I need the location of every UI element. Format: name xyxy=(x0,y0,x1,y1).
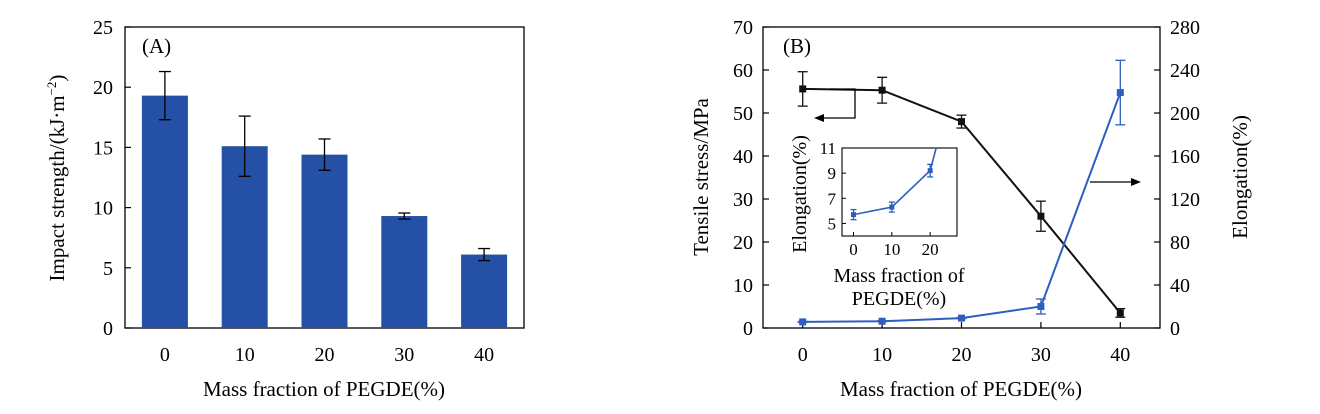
panel-a-x-tick-labels: 0 10 20 30 40 xyxy=(160,344,494,366)
panel-b-x-tick-label: 20 xyxy=(952,344,972,366)
panel-a-y-tick-label: 20 xyxy=(93,77,113,99)
panel-b-left-y-tick-label: 10 xyxy=(733,275,753,297)
panel-b-left-y-tick-label: 60 xyxy=(733,60,753,82)
panel-a-bar-30 xyxy=(381,216,428,328)
panel-a-y-tick-label: 5 xyxy=(103,258,113,280)
panel-a-y-tick-label: 25 xyxy=(93,17,113,39)
inset-frame xyxy=(841,147,958,237)
inset-x-tick-label: 20 xyxy=(922,240,939,259)
panel-b-x-tick-label: 40 xyxy=(1110,344,1130,366)
inset-y-axis-title: Elongation(%) xyxy=(789,135,811,253)
inset-y-tick-label: 5 xyxy=(828,214,837,233)
panel-b-left-y-tick-label: 20 xyxy=(733,232,753,254)
panel-b-elongation-point-10 xyxy=(878,317,886,325)
inset-point-0 xyxy=(851,212,856,218)
inset-x-tick-label: 10 xyxy=(883,240,900,259)
panel-b-tensile-stress-point-0 xyxy=(799,85,807,93)
panel-a-y-ticks: 0 5 10 15 20 25 xyxy=(93,17,131,340)
panel-a-bar-0 xyxy=(141,95,188,329)
panel-b-x-tick-label: 0 xyxy=(798,344,808,366)
panel-b-right-y-tick-label: 120 xyxy=(1170,189,1200,211)
panel-b-left-y-tick-label: 30 xyxy=(733,189,753,211)
panel-b-left-y-tick-label: 0 xyxy=(743,318,753,340)
panel-a-bar-20 xyxy=(301,154,348,328)
panel-a-y-tick-label: 0 xyxy=(103,318,113,340)
inset-x-tick-label: 0 xyxy=(849,240,858,259)
panel-a-y-axis-title-superscript: −2 xyxy=(44,82,59,96)
panel-a-bars xyxy=(141,70,508,329)
inset-content: 5 7 9 11 0 10 20 xyxy=(820,139,939,259)
panel-a-y-tick-label: 10 xyxy=(93,198,113,220)
panel-b-right-y-tick-label: 80 xyxy=(1170,232,1190,254)
panel-a-x-axis-title: Mass fraction of PEGDE(%) xyxy=(203,377,445,401)
panel-a-x-tick-label: 10 xyxy=(235,344,255,366)
panel-b-elongation-point-30 xyxy=(1037,303,1045,310)
panel-b-tensile-stress-point-10 xyxy=(878,86,886,94)
inset-x-axis-title-line1: Mass fraction of xyxy=(833,265,964,287)
panel-b-tensile-stress-point-30 xyxy=(1037,212,1045,220)
panel-b-right-y-tick-label: 0 xyxy=(1170,318,1180,340)
panel-b-left-y-tick-label: 40 xyxy=(733,146,753,168)
inset-point-20 xyxy=(927,168,933,174)
panel-b-x-tick-label: 30 xyxy=(1031,344,1051,366)
panel-a-x-tick-label: 30 xyxy=(394,344,414,366)
inset-elongation-line xyxy=(853,147,937,216)
inset-y-tick-label: 7 xyxy=(828,189,837,208)
inset-x-axis-title-line2: PEGDE(%) xyxy=(852,288,946,310)
panel-b-elongation-point-0 xyxy=(799,318,807,326)
panel-b-elongation-point-20 xyxy=(958,314,965,322)
panel-b-right-y-axis-title: Elongation(%) xyxy=(1228,115,1252,239)
panel-b-left-y-tick-label: 70 xyxy=(733,17,753,39)
panel-a-label: (A) xyxy=(142,34,171,58)
panel-b-x-tick-label: 10 xyxy=(872,344,892,366)
panel-b-left-y-tick-label: 50 xyxy=(733,103,753,125)
panel-b-left-axis-arrow xyxy=(814,88,856,122)
panel-b-right-y-tick-label: 240 xyxy=(1170,60,1200,82)
inset-y-tick-label: 9 xyxy=(828,164,837,183)
panel-b-label: (B) xyxy=(783,34,811,58)
panel-b-elongation-point-40 xyxy=(1116,89,1124,97)
panel-a-y-axis-title-main: Impact strength/(kJ·m xyxy=(45,95,69,281)
panel-b-right-axis-arrow xyxy=(1090,178,1141,186)
panel-b-right-y-tick-label: 40 xyxy=(1170,275,1190,297)
panel-a-x-tick-label: 0 xyxy=(160,344,170,366)
panel-b-x-axis-title: Mass fraction of PEGDE(%) xyxy=(840,377,1082,401)
panel-b-left-y-axis-title: Tensile stress/MPa xyxy=(689,97,713,255)
panel-a-impact-strength-chart: 0 5 10 15 20 25 0 10 20 30 40 (A) Mass fraction o… xyxy=(44,17,525,401)
panel-a-y-tick-label: 15 xyxy=(93,137,113,159)
panel-b-right-y-tick-label: 280 xyxy=(1170,17,1200,39)
panel-b-tensile-stress-point-20 xyxy=(958,118,965,126)
panel-a-x-tick-label: 40 xyxy=(474,344,494,366)
panel-a-bar-40 xyxy=(461,254,508,328)
inset-point-10 xyxy=(889,204,895,210)
panel-a-x-tick-label: 20 xyxy=(315,344,335,366)
panel-b-right-y-tick-label: 160 xyxy=(1170,146,1200,168)
panel-a-y-axis-title-close: ) xyxy=(45,75,69,82)
inset-y-tick-label: 11 xyxy=(820,139,836,158)
panel-a-y-axis-title: Impact strength/(kJ·m−2) xyxy=(44,75,69,282)
panel-b-tensile-stress-point-40 xyxy=(1116,309,1124,317)
panel-b-inset-chart: 5 7 9 11 0 10 20 Elongation(%) Mass fraction o… xyxy=(789,135,965,310)
panel-b-right-y-tick-label: 200 xyxy=(1170,103,1200,125)
